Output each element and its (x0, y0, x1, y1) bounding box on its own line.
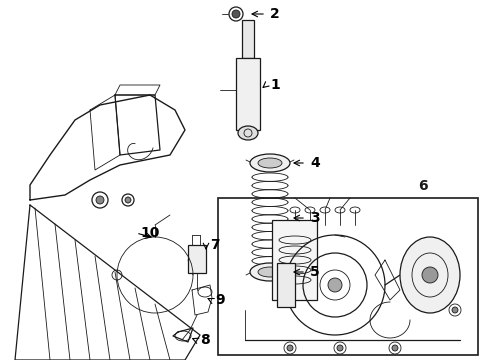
Ellipse shape (250, 154, 290, 172)
Circle shape (328, 278, 342, 292)
Ellipse shape (238, 126, 258, 140)
Circle shape (96, 196, 104, 204)
Circle shape (125, 197, 131, 203)
Text: 2: 2 (270, 7, 280, 21)
Bar (188, 245, 206, 273)
Text: 7: 7 (210, 238, 220, 252)
Circle shape (337, 345, 343, 351)
Bar (242, 20, 254, 58)
Ellipse shape (258, 158, 282, 168)
Circle shape (232, 10, 240, 18)
Ellipse shape (250, 263, 290, 281)
Text: 8: 8 (200, 333, 210, 347)
Circle shape (287, 345, 293, 351)
Bar (236, 58, 260, 130)
Text: 4: 4 (310, 156, 320, 170)
Circle shape (422, 267, 438, 283)
Ellipse shape (400, 237, 460, 313)
Circle shape (392, 345, 398, 351)
Circle shape (452, 307, 458, 313)
Bar (277, 263, 295, 307)
Ellipse shape (258, 267, 282, 277)
Text: 6: 6 (418, 179, 428, 193)
Text: 9: 9 (215, 293, 224, 307)
Text: 1: 1 (270, 78, 280, 92)
Text: 10: 10 (140, 226, 159, 240)
Text: 5: 5 (310, 265, 320, 279)
Text: 3: 3 (310, 211, 319, 225)
Bar (218, 198, 478, 355)
Bar (272, 220, 317, 300)
